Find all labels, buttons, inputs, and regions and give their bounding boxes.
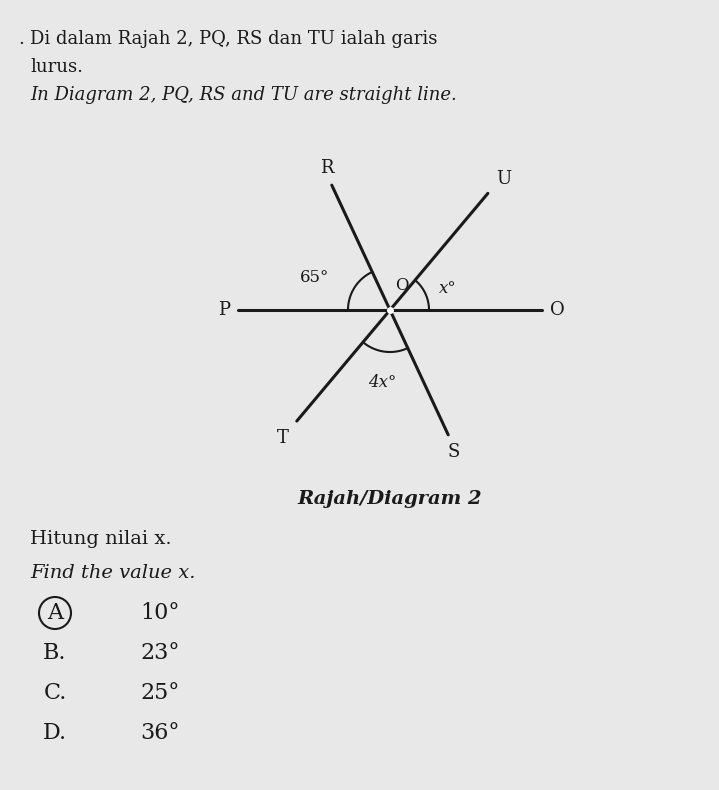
Text: Di dalam Rajah 2, PQ, RS dan TU ialah garis: Di dalam Rajah 2, PQ, RS dan TU ialah ga… — [30, 30, 437, 48]
Text: A: A — [47, 602, 63, 624]
Text: C.: C. — [43, 682, 67, 704]
Text: x°: x° — [439, 280, 457, 296]
Text: D.: D. — [43, 722, 67, 744]
Text: 65°: 65° — [300, 269, 329, 286]
Text: Find the value x.: Find the value x. — [30, 564, 196, 582]
Text: B.: B. — [43, 642, 67, 664]
Text: O: O — [395, 277, 408, 294]
Text: O: O — [550, 301, 565, 319]
Text: Rajah/Diagram 2: Rajah/Diagram 2 — [298, 490, 482, 508]
Text: .: . — [18, 30, 24, 48]
Text: R: R — [320, 159, 334, 177]
Text: 36°: 36° — [140, 722, 180, 744]
Text: T: T — [277, 429, 289, 447]
Text: 10°: 10° — [140, 602, 180, 624]
Text: S: S — [447, 443, 459, 461]
Text: 25°: 25° — [140, 682, 179, 704]
Text: U: U — [496, 171, 511, 188]
Text: lurus.: lurus. — [30, 58, 83, 76]
Text: 23°: 23° — [140, 642, 180, 664]
Text: 4x°: 4x° — [368, 374, 396, 392]
Text: Hitung nilai x.: Hitung nilai x. — [30, 530, 172, 548]
Text: In Diagram 2, PQ, RS and TU are straight line.: In Diagram 2, PQ, RS and TU are straight… — [30, 86, 457, 104]
Text: P: P — [218, 301, 230, 319]
